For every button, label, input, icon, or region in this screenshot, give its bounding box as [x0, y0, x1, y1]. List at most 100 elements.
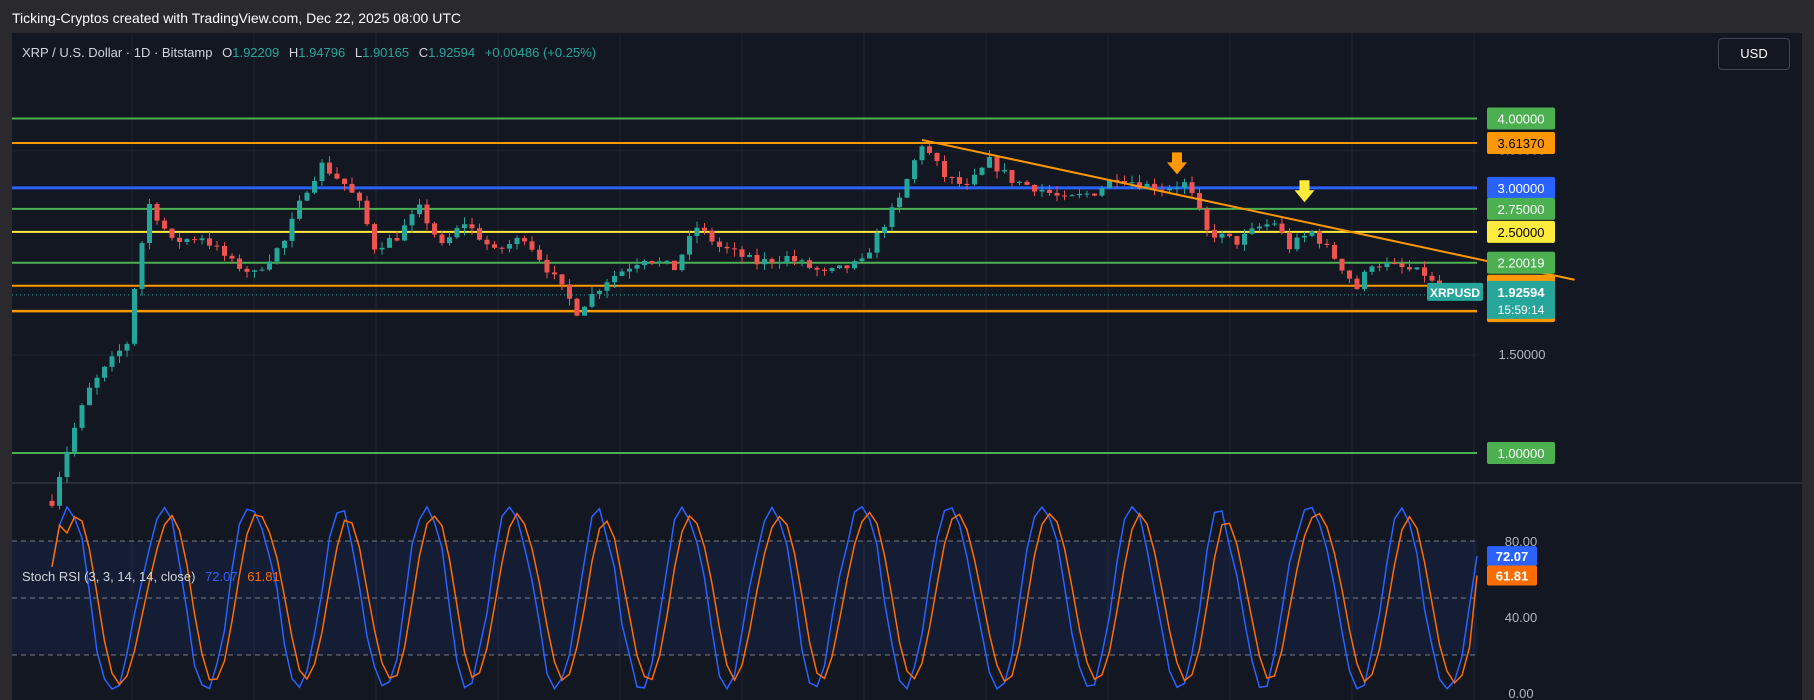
chart-caption: Ticking-Cryptos created with TradingView… [12, 10, 461, 26]
symbol-tag [1427, 282, 1483, 301]
candle-body [214, 245, 220, 247]
candle-body [87, 387, 92, 406]
candle-body [642, 261, 647, 266]
candle-body [627, 268, 632, 272]
candle-body [1047, 189, 1052, 193]
candle-body [829, 268, 835, 271]
candle-body [649, 261, 655, 264]
candle-body [612, 275, 617, 283]
candle-body [1107, 179, 1112, 188]
candle-body [822, 269, 827, 271]
candle-body [387, 238, 392, 248]
chart-frame[interactable]: 3.500001.500004.000003.613703.000002.750… [12, 33, 1802, 700]
candle-body [1249, 228, 1255, 234]
level-label-box [1487, 132, 1555, 154]
candle-body [402, 225, 407, 241]
candle-body [72, 427, 77, 452]
candle-body [657, 261, 662, 264]
candle-body [469, 224, 475, 229]
candle-body [357, 192, 362, 201]
candle-body [94, 377, 100, 388]
candle-body [139, 243, 145, 289]
stoch-k-value: 72.07 [205, 569, 238, 584]
candle-body [1122, 180, 1127, 184]
currency-button[interactable]: USD [1718, 38, 1790, 70]
candle-body [972, 174, 977, 185]
trendline [921, 138, 1575, 281]
level-label: 2.20019 [1498, 256, 1545, 271]
level-label-box [1487, 220, 1555, 243]
candle-body [844, 265, 850, 269]
candle-body [859, 258, 865, 262]
price-tick-label: 1.50000 [1499, 347, 1546, 362]
stoch-d-line [51, 511, 1478, 686]
candle-body [852, 261, 857, 269]
level-label-box [1487, 442, 1555, 464]
candle-body [207, 238, 212, 246]
close-value: 1.92594 [428, 45, 476, 60]
candle-body [147, 204, 152, 244]
candle-body [274, 248, 280, 262]
candle-body [1332, 244, 1337, 259]
candle-body [102, 366, 107, 378]
candle-body [777, 262, 782, 264]
candle-body [1384, 263, 1390, 268]
down-arrow-icon [1167, 152, 1187, 175]
candle-body [814, 267, 820, 270]
candle-body [1062, 195, 1067, 197]
candle-body [1024, 181, 1030, 185]
levels-layer [12, 117, 1477, 454]
candle-body [957, 177, 962, 184]
candle-body [282, 240, 287, 249]
candle-body [49, 500, 55, 506]
level-label-box [1487, 251, 1555, 274]
candle-body [297, 200, 302, 219]
chart-canvas[interactable]: 3.500001.500004.000003.613703.000002.750… [12, 33, 1802, 700]
candle-body [1152, 183, 1157, 190]
candle-body [64, 451, 70, 477]
candle-body [1392, 263, 1397, 265]
candle-body [1212, 229, 1217, 238]
candle-body [454, 228, 460, 238]
candle-body [244, 268, 250, 272]
candle-body [1264, 224, 1270, 227]
candle-body [424, 204, 430, 224]
symbol-title: XRP / U.S. Dollar · 1D · Bitstamp [22, 45, 213, 60]
candle-body [432, 223, 437, 235]
candle-body [154, 204, 160, 221]
candle-body [964, 183, 970, 185]
candle-body [499, 247, 505, 249]
level-label: 3.00000 [1498, 181, 1545, 196]
candle-body [117, 350, 122, 357]
candle-body [837, 265, 842, 269]
candle-body [574, 298, 580, 316]
candle-body [717, 241, 722, 247]
candle-body [1009, 170, 1015, 183]
candle-body [1272, 223, 1277, 225]
candle-body [124, 343, 130, 351]
candle-body [132, 288, 137, 344]
candle-body [1144, 183, 1150, 189]
stoch-layer [12, 505, 1478, 691]
candle-body [732, 248, 737, 250]
candle-body [1362, 271, 1367, 290]
candle-body [184, 239, 190, 243]
candle-body [799, 260, 805, 262]
candle-body [349, 184, 355, 193]
candle-body [304, 192, 310, 201]
candle-body [559, 274, 565, 285]
current-price-label: 1.92594 [1498, 285, 1546, 300]
level-label-box [1487, 107, 1555, 130]
candle-body [492, 244, 497, 248]
candle-body [702, 227, 707, 231]
stoch-tick-label: 0.00 [1508, 686, 1533, 700]
candle-body [514, 238, 520, 245]
candle-body [1174, 187, 1180, 189]
candle-body [1077, 193, 1082, 196]
candle-body [672, 260, 677, 271]
candle-body [334, 173, 340, 179]
candle-body [1167, 188, 1172, 191]
candle-body [634, 265, 640, 269]
candle-body [319, 162, 325, 181]
candle-body [942, 161, 947, 178]
